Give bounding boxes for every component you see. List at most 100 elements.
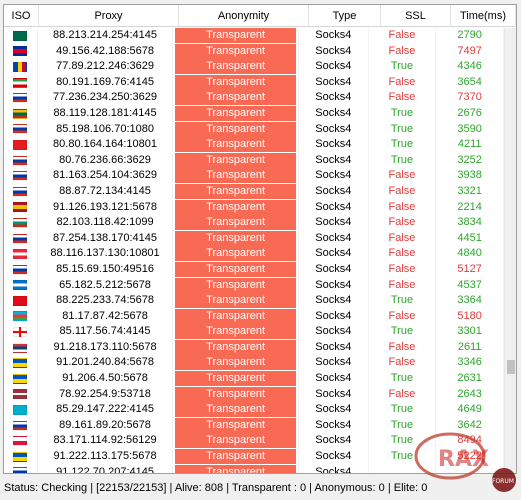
time-cell: 3938 (436, 168, 505, 184)
table-row[interactable]: 91.126.193.121:5678 Transparent Socks4 F… (4, 199, 505, 216)
table-row[interactable]: 65.182.5.212:5678 Transparent Socks4 Fal… (4, 277, 505, 294)
table-row[interactable]: 82.103.118.42:1099 Transparent Socks4 Fa… (4, 215, 505, 231)
proxy-cell: 91.201.240.84:5678 (38, 355, 174, 372)
type-cell: Socks4 (299, 371, 369, 387)
flag-ru-icon (13, 186, 28, 197)
time-cell: 2214 (436, 199, 505, 216)
table-row[interactable]: 85.198.106.70:1080 Transparent Socks4 Tr… (4, 121, 505, 138)
iso-cell (4, 449, 38, 465)
type-cell: Socks4 (299, 293, 369, 309)
time-cell: 4346 (436, 59, 505, 75)
time-cell: 2676 (436, 105, 505, 122)
table-row[interactable]: 91.222.113.175:5678 Transparent Socks4 T… (4, 449, 505, 465)
proxy-cell: 65.182.5.212:5678 (38, 277, 174, 294)
anonymity-cell: Transparent (173, 386, 300, 403)
table-row[interactable]: 83.171.114.92:56129 Transparent Socks4 T… (4, 433, 505, 450)
iso-cell (4, 183, 38, 200)
flag-al-icon (13, 139, 28, 150)
table-row[interactable]: 85.15.69.150:49516 Transparent Socks4 Fa… (4, 261, 505, 278)
proxy-cell: 82.103.118.42:1099 (38, 215, 174, 231)
table-row[interactable]: 91.218.173.110:5678 Transparent Socks4 F… (4, 339, 505, 356)
table-row[interactable]: 77.89.212.246:3629 Transparent Socks4 Tr… (4, 59, 505, 75)
column-header-proxy[interactable]: Proxy (39, 5, 179, 27)
type-cell: Socks4 (299, 339, 369, 356)
anonymity-cell: Transparent (173, 293, 300, 309)
flag-ua-icon (13, 358, 28, 369)
table-row[interactable]: 88.225.233.74:5678 Transparent Socks4 Tr… (4, 293, 505, 309)
anonymity-cell: Transparent (173, 417, 300, 434)
column-header-anonymity[interactable]: Anonymity (179, 5, 309, 27)
grid-header: ISO Proxy Anonymity Type SSL Time(ms) (4, 5, 516, 27)
flag-bd-icon (13, 30, 28, 41)
time-cell: 2611 (436, 339, 505, 356)
table-row[interactable]: 91.122.70.207:4145 Transparent Socks4 (4, 464, 505, 473)
scrollbar-thumb[interactable] (507, 360, 515, 374)
iso-cell (4, 417, 38, 434)
table-row[interactable]: 88.119.128.181:4145 Transparent Socks4 T… (4, 105, 505, 122)
table-row[interactable]: 85.29.147.222:4145 Transparent Socks4 Tr… (4, 402, 505, 418)
ssl-cell: True (369, 121, 437, 138)
flag-ru-icon (13, 420, 28, 431)
column-header-time[interactable]: Time(ms) (451, 5, 516, 27)
ssl-cell: True (369, 371, 437, 387)
time-cell: 3654 (436, 74, 505, 91)
proxy-grid[interactable]: ISO Proxy Anonymity Type SSL Time(ms) 88… (3, 4, 517, 474)
anonymity-badge: Transparent (175, 74, 297, 90)
iso-cell (4, 464, 38, 473)
proxy-cell: 85.15.69.150:49516 (38, 261, 174, 278)
iso-cell (4, 105, 38, 122)
type-cell: Socks4 (299, 90, 369, 106)
ssl-cell: True (369, 449, 437, 465)
anonymity-badge: Transparent (175, 355, 297, 371)
type-cell: Socks4 (299, 417, 369, 434)
anonymity-cell: Transparent (173, 308, 300, 325)
table-row[interactable]: 91.206.4.50:5678 Transparent Socks4 True… (4, 371, 505, 387)
ssl-cell: True (369, 324, 437, 340)
table-row[interactable]: 80.76.236.66:3629 Transparent Socks4 Tru… (4, 152, 505, 169)
anonymity-badge: Transparent (175, 371, 297, 387)
anonymity-badge: Transparent (175, 246, 297, 262)
anonymity-cell: Transparent (173, 59, 300, 75)
watermark-brand: RAX (438, 447, 489, 472)
anonymity-badge: Transparent (175, 43, 297, 59)
anonymity-cell: Transparent (173, 324, 300, 340)
column-header-type[interactable]: Type (309, 5, 381, 27)
table-row[interactable]: 81.163.254.104:3629 Transparent Socks4 F… (4, 168, 505, 184)
proxy-cell: 88.225.233.74:5678 (38, 293, 174, 309)
anonymity-badge: Transparent (175, 168, 297, 184)
anonymity-cell: Transparent (173, 90, 300, 106)
table-row[interactable]: 89.161.89.20:5678 Transparent Socks4 Tru… (4, 417, 505, 434)
table-row[interactable]: 77.236.234.250:3629 Transparent Socks4 F… (4, 90, 505, 106)
time-cell: 2790 (436, 28, 505, 44)
table-row[interactable]: 78.92.254.9:53718 Transparent Socks4 Fal… (4, 386, 505, 403)
type-cell: Socks4 (299, 74, 369, 91)
anonymity-cell: Transparent (173, 449, 300, 465)
table-row[interactable]: 87.254.138.170:4145 Transparent Socks4 F… (4, 230, 505, 247)
anonymity-cell: Transparent (173, 105, 300, 122)
time-cell: 5180 (436, 308, 505, 325)
type-cell: Socks4 (299, 386, 369, 403)
flag-ir-icon (13, 77, 28, 88)
table-row[interactable]: 88.87.72.134:4145 Transparent Socks4 Fal… (4, 183, 505, 200)
anonymity-cell: Transparent (173, 355, 300, 372)
table-row[interactable]: 88.116.137.130:10801 Transparent Socks4 … (4, 246, 505, 262)
column-header-iso[interactable]: ISO (4, 5, 39, 27)
iso-cell (4, 121, 38, 138)
anonymity-badge: Transparent (175, 199, 297, 215)
proxy-cell: 85.198.106.70:1080 (38, 121, 174, 138)
anonymity-badge: Transparent (175, 402, 297, 418)
table-row[interactable]: 80.191.169.76:4145 Transparent Socks4 Fa… (4, 74, 505, 91)
table-row[interactable]: 81.17.87.42:5678 Transparent Socks4 Fals… (4, 308, 505, 325)
table-row[interactable]: 91.201.240.84:5678 Transparent Socks4 Fa… (4, 355, 505, 372)
ssl-cell: True (369, 105, 437, 122)
table-row[interactable]: 49.156.42.188:5678 Transparent Socks4 Fa… (4, 43, 505, 60)
table-row[interactable]: 85.117.56.74:4145 Transparent Socks4 Tru… (4, 324, 505, 340)
vertical-scrollbar[interactable] (504, 28, 516, 473)
type-cell: Socks4 (299, 402, 369, 418)
type-cell: Socks4 (299, 183, 369, 200)
table-row[interactable]: 88.213.214.254:4145 Transparent Socks4 F… (4, 28, 505, 44)
time-cell: 4537 (436, 277, 505, 294)
proxy-cell: 87.254.138.170:4145 (38, 230, 174, 247)
column-header-ssl[interactable]: SSL (381, 5, 451, 27)
table-row[interactable]: 80.80.164.164:10801 Transparent Socks4 T… (4, 137, 505, 153)
